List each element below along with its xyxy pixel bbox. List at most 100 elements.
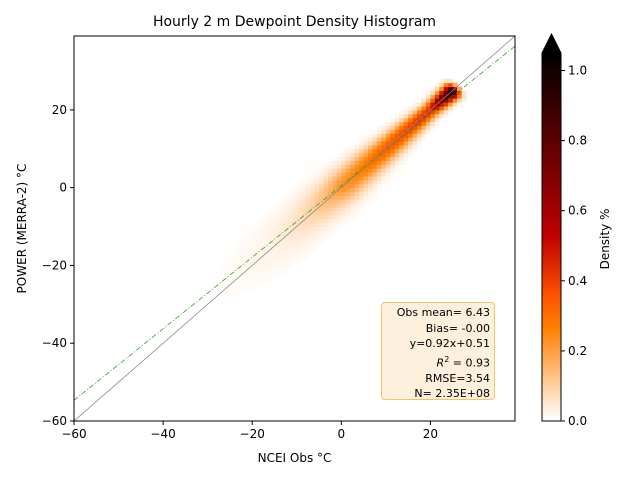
- density-cell: [399, 113, 405, 119]
- density-cell: [296, 234, 302, 239]
- colorbar-segment: [542, 325, 561, 330]
- density-cell: [261, 234, 267, 239]
- density-cell: [265, 246, 271, 251]
- colorbar-segment: [542, 402, 561, 407]
- density-cell: [341, 164, 347, 169]
- density-cell: [256, 242, 262, 247]
- density-cell: [376, 141, 382, 146]
- density-cell: [319, 179, 324, 185]
- density-cell: [265, 281, 271, 286]
- density-cell: [350, 191, 356, 196]
- density-cell: [368, 152, 373, 158]
- density-cell: [296, 257, 302, 263]
- y-tick-label: 0: [59, 181, 67, 195]
- density-cell: [345, 164, 351, 169]
- colorbar-tick-label: 0.2: [568, 344, 587, 358]
- density-cell: [430, 94, 436, 99]
- density-cell: [359, 191, 365, 196]
- density-cell: [327, 187, 333, 193]
- density-cell: [274, 214, 280, 220]
- statistics-box: Obs mean= 6.43 Bias= -0.00 y=0.92x+0.51 …: [381, 302, 495, 400]
- density-cell: [359, 144, 365, 150]
- colorbar-segment: [542, 270, 561, 275]
- density-cell: [372, 137, 378, 142]
- density-cell: [430, 86, 436, 91]
- density-cell: [345, 211, 351, 216]
- density-cell: [408, 106, 414, 111]
- density-cell: [310, 199, 316, 204]
- density-cell: [452, 82, 458, 88]
- density-cell: [403, 125, 409, 130]
- density-cell: [283, 199, 289, 204]
- density-cell: [354, 164, 360, 169]
- density-cell: [434, 106, 440, 111]
- density-cell: [430, 121, 436, 126]
- density-cell: [287, 253, 293, 259]
- density-cell: [323, 222, 329, 228]
- density-cell: [296, 199, 302, 204]
- density-cell: [452, 102, 458, 107]
- density-cell: [287, 199, 293, 204]
- density-cell: [287, 222, 293, 228]
- density-cell: [314, 222, 320, 228]
- density-cell: [345, 207, 351, 212]
- x-tick-label: −40: [150, 427, 175, 441]
- density-cell: [301, 203, 307, 208]
- density-cell: [292, 261, 298, 266]
- density-cell: [341, 218, 347, 224]
- density-cell: [327, 214, 333, 220]
- density-cell: [408, 121, 414, 126]
- colorbar-segment: [542, 227, 561, 232]
- density-cell: [305, 211, 311, 216]
- density-cell: [305, 218, 311, 224]
- density-cell: [256, 253, 262, 259]
- density-cell: [399, 117, 405, 123]
- density-cell: [332, 218, 338, 224]
- density-cell: [323, 230, 329, 235]
- density-cell: [296, 253, 302, 259]
- density-cell: [278, 269, 284, 274]
- density-cell: [278, 230, 284, 235]
- density-cell: [252, 238, 258, 243]
- density-cell: [332, 222, 338, 228]
- density-cell: [261, 249, 267, 255]
- density-cell: [381, 152, 387, 158]
- density-cell: [390, 156, 396, 161]
- density-cell: [332, 214, 338, 220]
- density-cell: [350, 160, 356, 165]
- density-cell: [332, 203, 338, 208]
- density-cell: [372, 168, 378, 173]
- density-cell: [336, 222, 342, 228]
- density-cell: [403, 156, 409, 161]
- density-cell: [363, 144, 369, 150]
- density-cell: [301, 179, 307, 185]
- density-cell: [425, 129, 431, 134]
- colorbar-segment: [542, 273, 561, 278]
- density-cell: [394, 160, 400, 165]
- density-cell: [314, 195, 320, 200]
- density-cell: [270, 261, 275, 266]
- colorbar-segment: [542, 197, 561, 201]
- density-cell: [412, 109, 418, 115]
- density-cell: [314, 242, 320, 247]
- density-cell: [430, 125, 436, 130]
- density-cell: [385, 133, 391, 138]
- density-cell: [336, 179, 342, 185]
- density-cell: [252, 281, 258, 286]
- y-tick-label: 20: [52, 103, 67, 117]
- density-cell: [390, 164, 396, 169]
- density-cell: [354, 187, 360, 193]
- density-cell: [261, 265, 267, 270]
- density-cell: [381, 137, 387, 142]
- density-cell: [390, 133, 396, 138]
- density-cell: [399, 109, 405, 115]
- density-cell: [443, 113, 449, 119]
- density-cell: [372, 179, 378, 185]
- colorbar-segment: [542, 62, 561, 66]
- density-cell: [247, 234, 253, 239]
- density-cell: [287, 246, 293, 251]
- density-cell: [399, 121, 405, 126]
- colorbar-segment: [542, 371, 561, 376]
- colorbar-segment: [542, 209, 561, 214]
